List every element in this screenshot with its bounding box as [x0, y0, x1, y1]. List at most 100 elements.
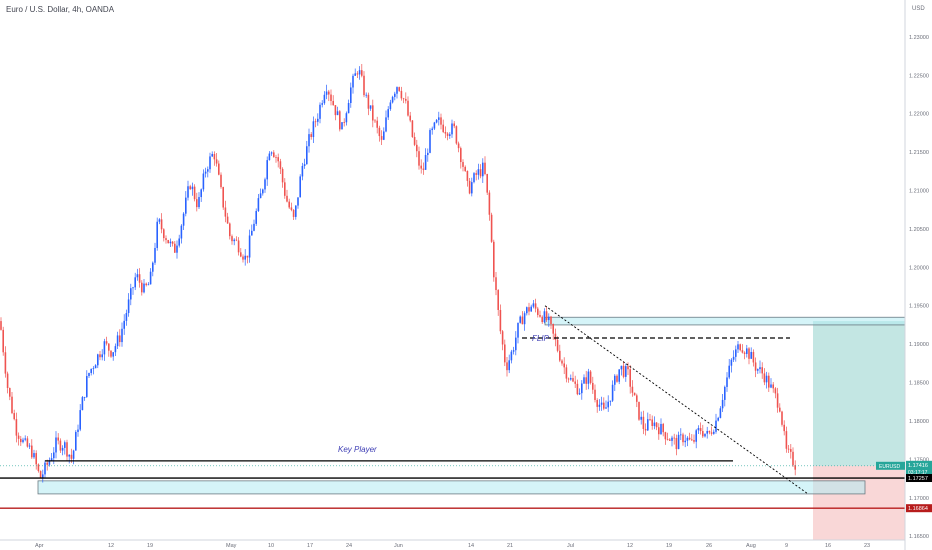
candle-body [746, 348, 748, 354]
candle-body [44, 462, 46, 475]
candle-body [114, 346, 117, 353]
candle-body [644, 428, 647, 431]
candle-body [165, 238, 167, 241]
candle-body [774, 388, 777, 394]
candle-body [314, 121, 317, 123]
candle-body [477, 169, 480, 175]
y-tick-label: 1.18000 [909, 419, 929, 425]
candle-body [112, 352, 114, 357]
candle-body [704, 433, 706, 437]
y-tick-label: 1.17500 [909, 457, 929, 463]
candle-body [622, 365, 625, 377]
candle-body [556, 339, 559, 351]
candle-body [653, 422, 656, 427]
candle-body [462, 162, 464, 167]
candle-body [471, 182, 473, 194]
candle-body [743, 352, 746, 354]
candle-body [770, 384, 772, 388]
candle-body [532, 303, 535, 307]
y-tick-label: 1.16500 [909, 534, 929, 540]
candle-body [321, 103, 323, 105]
candle-body [306, 146, 308, 165]
candle-body [255, 210, 257, 224]
y-tick-label: 1.21000 [909, 189, 929, 195]
candle-body [629, 369, 631, 387]
candle-body [380, 136, 383, 140]
x-tick-label: 23 [864, 543, 870, 549]
candle-body [748, 348, 750, 359]
candle-body [543, 311, 546, 323]
candle-body [772, 384, 774, 389]
candle-body [143, 283, 145, 293]
key-player-annotation: Key Player [338, 445, 377, 454]
candle-body [374, 120, 376, 122]
candle-body [680, 434, 682, 436]
candle-body [695, 430, 697, 442]
candle-body [207, 169, 209, 172]
candle-body [400, 90, 403, 99]
x-tick-label: 12 [627, 543, 633, 549]
candle-body [490, 214, 493, 242]
candle-body [334, 105, 337, 116]
candle-body [323, 94, 326, 104]
candle-body [607, 401, 609, 408]
x-tick-label: 9 [785, 543, 788, 549]
candle-body [330, 94, 332, 101]
candle-body [427, 152, 429, 156]
candle-body [638, 401, 640, 420]
candle-body [220, 174, 222, 188]
candle-body [416, 144, 418, 152]
candle-body [710, 432, 713, 434]
candle-body [440, 117, 442, 125]
candle-body [110, 350, 112, 357]
candle-body [121, 328, 123, 343]
candle-body [517, 322, 519, 338]
candle-body [231, 236, 233, 242]
candle-body [68, 454, 70, 457]
candle-body [290, 207, 293, 210]
candle-body [431, 128, 433, 131]
candle-body [248, 235, 251, 258]
candle-body [666, 439, 669, 441]
candle-body [39, 471, 42, 479]
zones-layer [37, 316, 906, 540]
candle-body [570, 378, 572, 380]
candle-body [728, 365, 730, 378]
candle-body [552, 323, 554, 334]
candle-body [237, 240, 240, 253]
candle-body [108, 343, 110, 351]
candle-body [464, 166, 466, 171]
candle-body [354, 73, 356, 76]
candle-body [576, 383, 579, 395]
candle-body [647, 419, 649, 431]
candle-body [9, 387, 11, 397]
candle-body [86, 376, 88, 397]
candle-body [385, 117, 387, 132]
candle-body [455, 126, 458, 144]
candle-body [240, 252, 242, 257]
candle-body [286, 195, 288, 202]
long-position-stop [813, 465, 905, 540]
x-tick-label: May [226, 543, 237, 549]
candle-body [167, 240, 169, 244]
y-tick-label: 1.20000 [909, 265, 929, 271]
candle-body [37, 464, 40, 472]
candle-body [387, 109, 389, 118]
candle-body [94, 365, 97, 369]
candle-body [719, 408, 722, 418]
candle-body [262, 189, 264, 194]
candle-body [625, 366, 627, 377]
candle-body [618, 369, 620, 382]
candle-body [631, 386, 634, 393]
candle-body [776, 393, 779, 408]
candle-body [686, 437, 689, 441]
candle-body [515, 337, 517, 351]
candle-body [222, 187, 224, 208]
currency-label[interactable]: USD [912, 6, 925, 12]
candle-body [365, 94, 367, 96]
candle-body [449, 134, 451, 136]
candle-body [391, 96, 394, 103]
candle-body [429, 130, 431, 153]
